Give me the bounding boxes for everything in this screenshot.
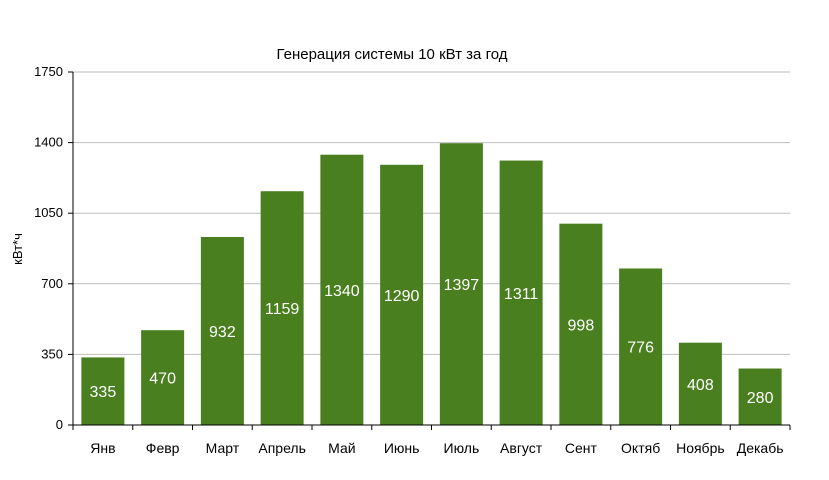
bar-value-label: 1159 [265, 301, 300, 318]
gridlines [73, 71, 790, 355]
bar [81, 357, 125, 425]
bar-value-label: 408 [687, 377, 714, 394]
x-tick-label: Ноябрь [676, 440, 725, 456]
x-tick-label: Март [206, 440, 240, 456]
bar [499, 160, 543, 426]
bar-value-label: 1397 [444, 277, 480, 294]
y-tick-label: 0 [56, 417, 63, 432]
bar-value-label: 1311 [504, 286, 539, 303]
bar-value-label: 998 [568, 317, 595, 334]
bar-value-label: 1340 [324, 283, 360, 300]
y-tick-label: 700 [41, 276, 63, 291]
bar [619, 268, 663, 425]
x-tick-label: Октяб [621, 440, 660, 456]
x-tick-label: Апрель [258, 440, 306, 456]
bar [260, 191, 304, 425]
x-axis-ticks: Янв Февр Март Апрель Май Июнь Июль Август Сент Ок… [72, 425, 791, 456]
bar-value-label: 280 [747, 390, 774, 407]
y-tick-label: 1050 [34, 205, 63, 220]
x-tick-label: Сент [565, 440, 598, 456]
y-tick-label: 1750 [34, 64, 63, 79]
bar [678, 342, 722, 425]
bar-value-labels: 335 470 932 1159 1340 1290 1397 1311 998 776 408 28… [90, 277, 774, 407]
x-tick-label: Май [328, 440, 355, 456]
chart-title: Генерация системы 10 кВт за год [277, 46, 508, 63]
bar [738, 368, 782, 425]
bar [559, 223, 603, 425]
bar [380, 164, 424, 425]
bar-value-label: 1290 [384, 288, 420, 305]
x-tick-label: Февр [146, 440, 180, 456]
x-tick-label: Янв [90, 440, 115, 456]
bar [320, 154, 364, 425]
bar [200, 237, 244, 425]
y-axis-label: кВт*ч [10, 233, 25, 265]
y-tick-label: 350 [41, 346, 63, 361]
bar [439, 143, 483, 425]
y-tick-label: 1400 [34, 135, 63, 150]
y-axis-ticks: 0 350 700 1050 1400 1750 [34, 64, 73, 432]
x-tick-label: Июль [444, 440, 480, 456]
x-tick-label: Август [500, 440, 543, 456]
bars [81, 143, 782, 426]
bar-value-label: 776 [627, 340, 654, 357]
x-tick-label: Декабь [737, 440, 784, 456]
x-tick-label: Июнь [384, 440, 420, 456]
bar-value-label: 932 [209, 324, 236, 341]
bar-value-label: 470 [149, 371, 176, 388]
bar-value-label: 335 [90, 384, 117, 401]
bar [141, 330, 185, 425]
